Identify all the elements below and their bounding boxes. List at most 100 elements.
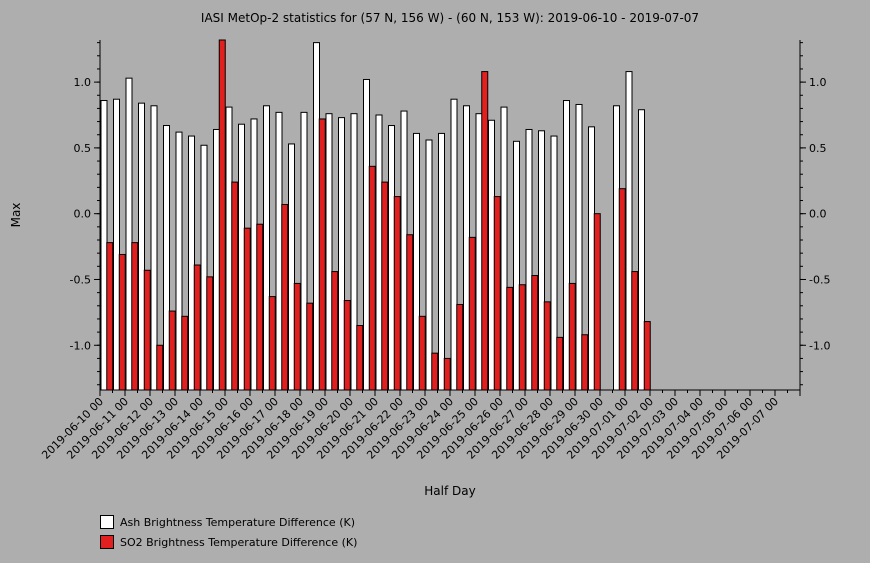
- so2-bar: [231, 181, 239, 391]
- so2-bar: [368, 165, 376, 391]
- legend-label-ash: Ash Brightness Temperature Difference (K…: [120, 515, 355, 529]
- so2-bar: [193, 264, 201, 391]
- so2-bar: [468, 236, 476, 391]
- ash-bar: [613, 105, 620, 391]
- y-tick-label-left: 0.0: [74, 208, 92, 221]
- so2-bar: [431, 352, 439, 391]
- ash-bar: [138, 102, 145, 391]
- ash-bar: [313, 42, 320, 391]
- ash-bar: [438, 132, 445, 391]
- legend-item-ash: Ash Brightness Temperature Difference (K…: [100, 512, 357, 532]
- so2-bar: [131, 242, 139, 391]
- ash-bar: [638, 109, 645, 391]
- so2-bar: [556, 336, 564, 391]
- y-tick-label-left: -0.5: [70, 273, 91, 286]
- legend-item-so2: SO2 Brightness Temperature Difference (K…: [100, 532, 357, 552]
- y-axis-label: Max: [9, 203, 23, 228]
- ash-bar: [250, 118, 258, 391]
- so2-bar: [156, 344, 164, 391]
- ash-bar: [363, 78, 370, 391]
- ash-bar: [475, 113, 483, 391]
- plot-area: 1.0 1.00.5 0.50.0 0.0-0.5 -0.5-1.0 -1.02019-0…: [39, 39, 830, 462]
- so2-bar: [493, 196, 501, 391]
- so2-bar: [106, 242, 114, 391]
- y-tick-label-right: 1.0: [809, 76, 827, 89]
- ash-bar: [100, 100, 108, 391]
- so2-bar: [506, 286, 514, 391]
- so2-bar: [618, 188, 626, 391]
- so2-bar: [218, 39, 226, 391]
- so2-bar: [268, 296, 276, 391]
- legend-swatch-so2: [100, 535, 114, 549]
- y-tick-label-left: -1.0: [70, 339, 91, 352]
- ash-bar: [463, 105, 470, 391]
- ash-bar: [375, 114, 383, 391]
- so2-bar: [281, 203, 289, 391]
- ash-bar: [175, 131, 183, 391]
- so2-bar: [581, 334, 589, 391]
- ash-bar: [413, 132, 420, 391]
- ash-bar: [188, 135, 195, 391]
- ash-bar: [625, 71, 633, 391]
- so2-bar: [143, 269, 151, 391]
- ash-bar: [350, 113, 358, 391]
- ash-bar: [425, 139, 433, 391]
- so2-bar: [531, 275, 539, 391]
- so2-bar: [206, 276, 214, 391]
- so2-bar: [418, 315, 426, 391]
- so2-bar: [443, 357, 451, 391]
- so2-bar: [643, 321, 651, 391]
- y-tick-label-left: 0.5: [74, 142, 92, 155]
- so2-bar: [406, 234, 414, 391]
- so2-bar: [168, 310, 176, 391]
- so2-bar: [256, 223, 264, 391]
- legend: Ash Brightness Temperature Difference (K…: [100, 512, 357, 552]
- ash-bar: [388, 125, 395, 391]
- so2-bar: [356, 325, 364, 391]
- x-axis-label: Half Day: [424, 484, 475, 498]
- ash-bar: [525, 128, 533, 391]
- so2-bar: [381, 181, 389, 391]
- ash-bar: [238, 123, 245, 391]
- so2-bar: [568, 282, 576, 391]
- y-tick-label-right: 0.0: [809, 208, 827, 221]
- ash-bar: [288, 143, 295, 391]
- ash-bar: [588, 126, 595, 391]
- ash-bar: [200, 144, 208, 391]
- legend-label-so2: SO2 Brightness Temperature Difference (K…: [120, 535, 358, 549]
- y-tick-label-right: -0.5: [809, 273, 830, 286]
- so2-bar: [118, 253, 126, 391]
- ash-bar: [513, 140, 520, 391]
- ash-bar: [125, 77, 133, 391]
- y-tick-label-left: 1.0: [74, 76, 92, 89]
- ash-bar: [563, 100, 570, 391]
- ash-bar: [213, 128, 220, 391]
- so2-bar: [543, 301, 551, 391]
- ash-bar: [400, 110, 408, 391]
- so2-bar: [393, 196, 401, 391]
- so2-bar: [631, 271, 639, 391]
- so2-bar: [456, 303, 464, 391]
- y-tick-label-right: 0.5: [809, 142, 827, 155]
- y-tick-label-right: -1.0: [809, 339, 830, 352]
- so2-bar: [343, 300, 351, 391]
- so2-bar: [593, 213, 601, 391]
- ash-bar: [550, 135, 558, 391]
- ash-bar: [163, 125, 170, 391]
- so2-bar: [318, 118, 326, 391]
- ash-bar: [500, 106, 508, 391]
- ash-bar: [325, 113, 333, 391]
- ash-bar: [113, 98, 120, 391]
- ash-bar: [450, 98, 458, 391]
- so2-bar: [243, 227, 251, 391]
- ash-bar: [225, 106, 233, 391]
- ash-bar: [338, 117, 345, 391]
- so2-bar: [518, 284, 526, 391]
- so2-bar: [306, 302, 314, 391]
- so2-bar: [293, 282, 301, 391]
- so2-bar: [331, 271, 339, 391]
- legend-swatch-ash: [100, 515, 114, 529]
- ash-bar: [488, 119, 495, 391]
- ash-bar: [275, 111, 283, 391]
